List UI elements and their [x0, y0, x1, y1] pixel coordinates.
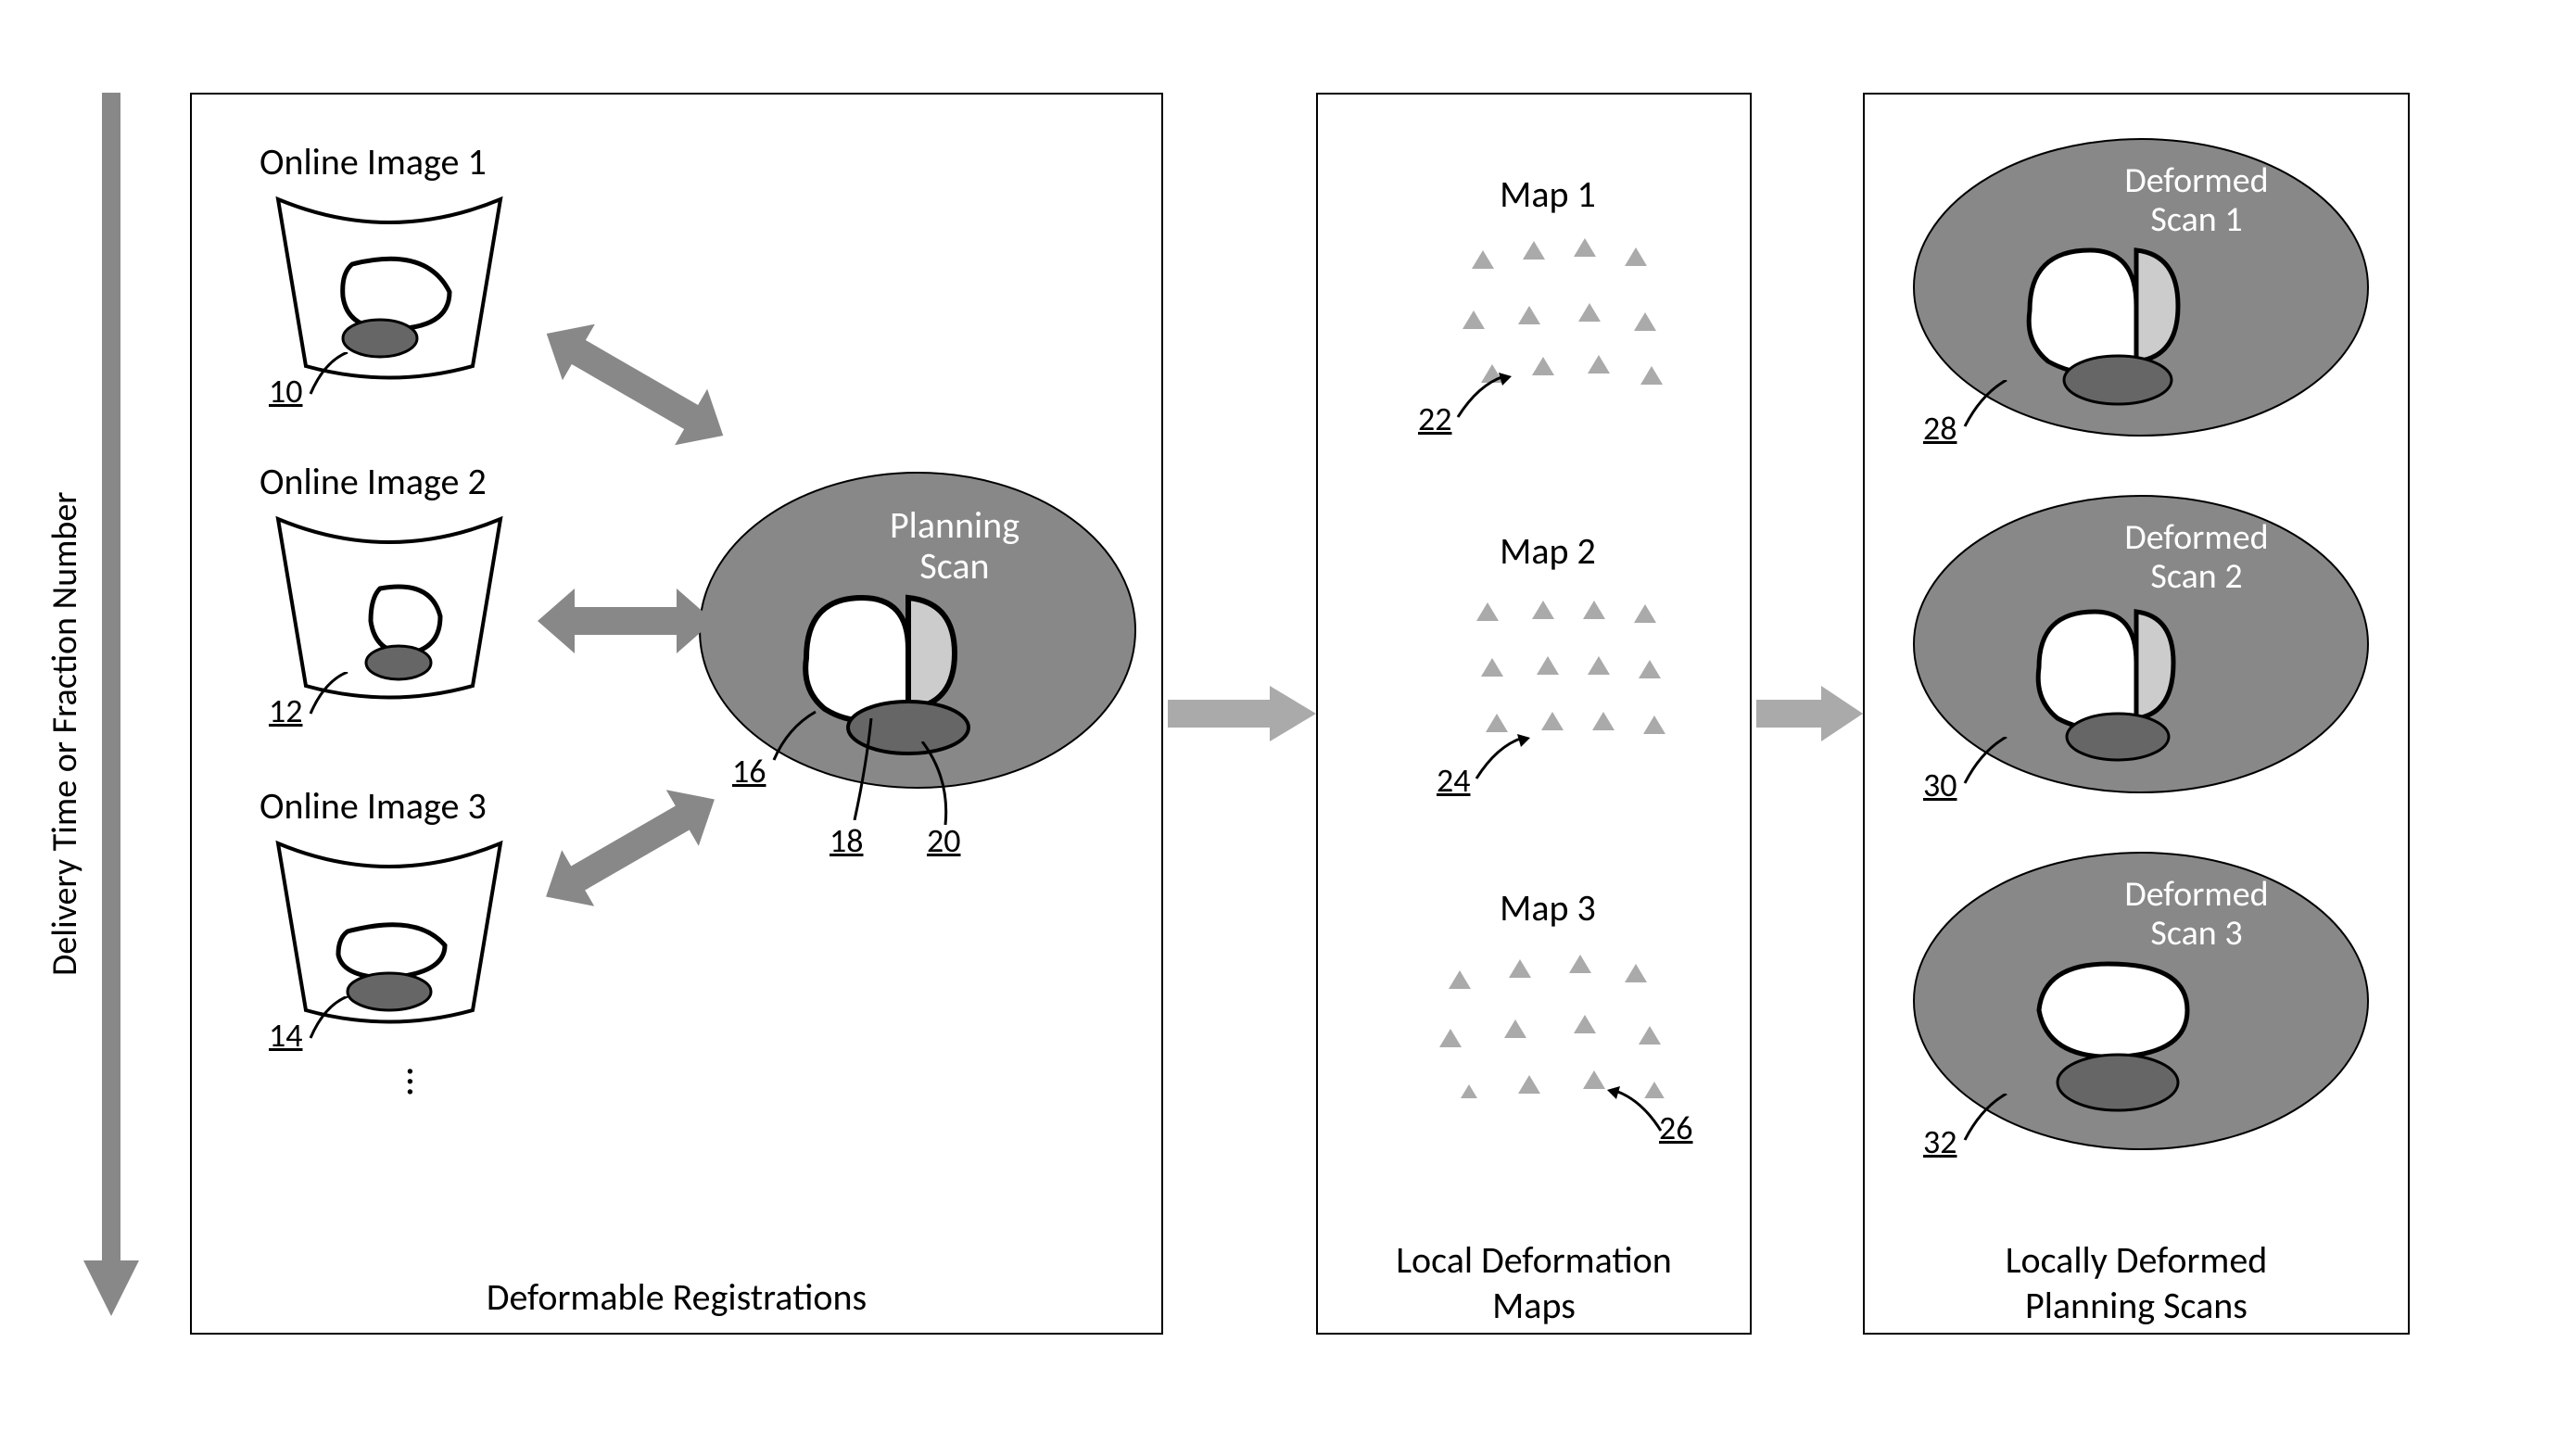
ref-20: 20: [927, 820, 961, 861]
map-1-label: Map 1: [1492, 171, 1603, 217]
online-image-3-label: Online Image 3: [260, 783, 487, 829]
deformed-scan-3-label: Deformed Scan 3: [2104, 876, 2289, 954]
ref-16: 16: [732, 751, 766, 791]
ref-14-lead: [297, 996, 352, 1043]
ref-18: 18: [829, 820, 864, 861]
time-axis-arrow: [83, 93, 139, 1316]
map-3-points: [1418, 941, 1678, 1098]
ref-26-lead: [1603, 1084, 1668, 1135]
ref-32-lead: [1956, 1094, 2011, 1145]
map-1-points: [1437, 227, 1678, 385]
ref-28-lead: [1956, 380, 2011, 431]
ref-12-lead: [297, 672, 352, 718]
online-image-1-label: Online Image 1: [260, 139, 487, 184]
double-arrow-1: [528, 306, 741, 463]
ref-30: 30: [1923, 765, 1957, 805]
map-2-points: [1455, 584, 1678, 741]
planning-scan-label: Planning Scan: [862, 505, 1047, 587]
deformed-scan-1-label: Deformed Scan 1: [2104, 162, 2289, 240]
flow-arrow-2: [1756, 677, 1863, 751]
ref-30-lead: [1956, 737, 2011, 788]
map-2-label: Map 2: [1492, 528, 1603, 574]
ref-24: 24: [1437, 760, 1471, 801]
panel1-caption: Deformable Registrations: [190, 1274, 1163, 1320]
flow-arrow-1: [1168, 677, 1316, 751]
ref-32: 32: [1923, 1121, 1957, 1162]
deformed-scan-2-label: Deformed Scan 2: [2104, 519, 2289, 597]
map-3-label: Map 3: [1492, 885, 1603, 931]
ref-10-lead: [297, 352, 352, 399]
double-arrow-3: [528, 769, 732, 927]
ref-22: 22: [1418, 399, 1452, 439]
panel3-caption: Locally Deformed Planning Scans: [1863, 1237, 2410, 1328]
double-arrow-2: [538, 584, 714, 658]
ref-20-lead: [918, 741, 964, 825]
ref-18-lead: [843, 718, 880, 820]
ref-24-lead: [1469, 732, 1534, 783]
time-axis-label: Delivery Time or Fraction Number: [44, 420, 86, 976]
ref-28: 28: [1923, 408, 1957, 449]
ref-22-lead: [1450, 371, 1515, 422]
ref-16-lead: [765, 709, 820, 765]
online-image-2-label: Online Image 2: [260, 459, 487, 504]
ellipsis-dots: …: [397, 1068, 447, 1095]
panel2-caption: Local Deformation Maps: [1316, 1237, 1752, 1328]
